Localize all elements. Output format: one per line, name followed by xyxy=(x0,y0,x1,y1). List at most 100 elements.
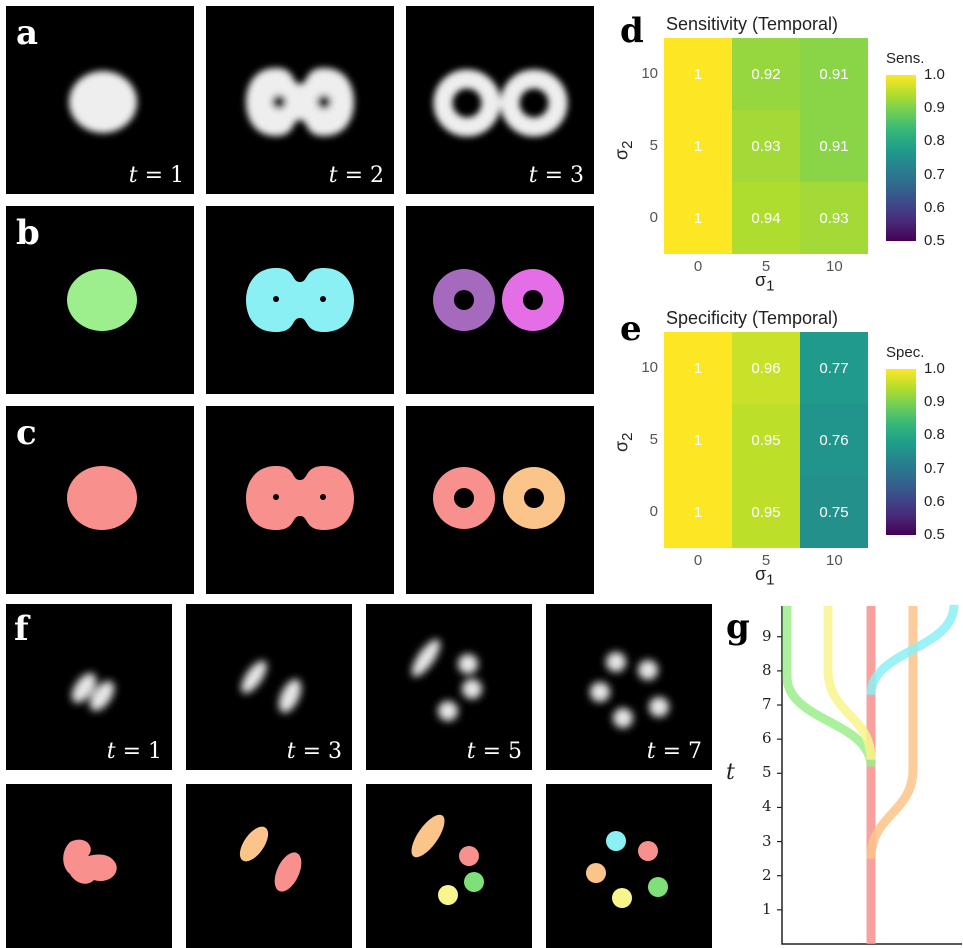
chart-title-sensitivity: Sensitivity (Temporal) xyxy=(666,14,839,34)
lineage-branch xyxy=(866,604,959,696)
lineage-branch xyxy=(866,606,918,859)
legend-title-spec: Spec. xyxy=(886,344,925,361)
y-tick-label: 7 xyxy=(762,695,772,713)
x-axis-label-sigma1: σ1 xyxy=(755,564,775,589)
y-tick-label: 5 xyxy=(649,431,658,448)
ring-image xyxy=(433,69,568,137)
x-tick-label: 10 xyxy=(826,552,843,569)
heatmap-cell: 0.93 xyxy=(800,182,868,254)
segmentation-mask xyxy=(433,269,564,331)
panel-f-raw-4: t = 7 xyxy=(546,604,712,770)
panel-c-frame-2 xyxy=(206,406,394,594)
heatmap-cell: 1 xyxy=(664,476,732,548)
cell-image xyxy=(241,660,302,713)
time-label: t = 7 xyxy=(646,739,702,764)
panel-label-b: b xyxy=(16,213,40,253)
heatmap-cell: 0.94 xyxy=(732,182,800,254)
tracked-mask xyxy=(67,466,137,530)
lineage-axis xyxy=(781,606,962,945)
heatmap-cell: 1 xyxy=(664,110,732,182)
y-axis-label-sigma2: σ2 xyxy=(611,140,637,161)
tracked-mask xyxy=(433,467,565,529)
colorbar-tick-label: 0.9 xyxy=(924,393,945,411)
heatmap-cell: 0.96 xyxy=(732,332,800,404)
y-tick-label: 6 xyxy=(762,729,772,748)
blob-image xyxy=(69,71,137,133)
colorbar-tick-label: 0.6 xyxy=(924,492,945,510)
colorbar-tick-label: 0.7 xyxy=(924,165,945,183)
panel-c-frame-1: c xyxy=(6,406,194,594)
time-label: t = 3 xyxy=(286,739,342,764)
time-label: t = 5 xyxy=(466,739,522,764)
cell-image xyxy=(590,652,669,728)
y-tick-label: 5 xyxy=(649,137,658,154)
heatmap-cell: 0.76 xyxy=(800,404,868,476)
y-tick-label: 9 xyxy=(762,626,772,645)
y-axis-label-sigma2: σ2 xyxy=(611,432,637,453)
cell-image xyxy=(411,639,482,721)
panel-b-frame-3 xyxy=(406,206,594,394)
y-tick-label: 3 xyxy=(762,831,772,850)
panel-label-d: d xyxy=(620,11,644,51)
colorbar-tick-label: 0.5 xyxy=(924,232,945,249)
colorbar-tick-label: 0.6 xyxy=(924,198,945,216)
y-tick-label: 0 xyxy=(649,209,658,226)
specificity-heatmap: 1 0.95 0.75 1 0.95 0.76 1 0.96 0.77 xyxy=(664,332,868,548)
colorbar-tick-label: 0.8 xyxy=(924,132,945,150)
chart-title-specificity: Specificity (Temporal) xyxy=(666,308,839,328)
time-label: t = 1 xyxy=(128,163,184,188)
panel-f-mask-2 xyxy=(186,784,352,948)
heatmap-cell: 1 xyxy=(664,38,732,110)
y-tick-label: 0 xyxy=(649,503,658,520)
sensitivity-heatmap: 1 0.94 0.93 1 0.93 0.91 1 0.92 0.91 xyxy=(664,38,868,254)
panel-a-frame-2: t = 2 xyxy=(206,6,394,194)
blob-image xyxy=(246,68,354,136)
y-tick-label: 4 xyxy=(762,797,772,816)
heatmap-cell: 1 xyxy=(664,332,732,404)
heatmap-cell: 0.75 xyxy=(800,476,868,548)
panel-label-a: a xyxy=(16,13,39,53)
heatmap-cell: 0.77 xyxy=(800,332,868,404)
legend-title-sens: Sens. xyxy=(886,50,925,67)
colorbar-sens xyxy=(886,75,916,241)
heatmap-cell: 0.92 xyxy=(732,38,800,110)
heatmap-cell: 0.93 xyxy=(732,110,800,182)
panel-a-frame-3: t = 3 xyxy=(406,6,594,194)
x-tick-label: 5 xyxy=(761,258,771,275)
x-tick-label: 10 xyxy=(826,258,843,275)
y-tick-label: 1 xyxy=(762,899,772,918)
y-tick-label: 5 xyxy=(762,763,772,782)
y-tick-label: 8 xyxy=(762,660,772,679)
heatmap-cell: 1 xyxy=(664,404,732,476)
x-tick-label: 5 xyxy=(761,552,771,569)
x-tick-label: 0 xyxy=(693,258,703,275)
panel-b-frame-1: b xyxy=(6,206,194,394)
panel-f-mask-3 xyxy=(366,784,532,948)
colorbar-spec xyxy=(886,369,916,535)
colorbar-tick-label: 1.0 xyxy=(924,66,945,83)
time-label: t = 1 xyxy=(106,739,162,764)
x-tick-label: 0 xyxy=(693,552,703,569)
heatmap-cell: 0.91 xyxy=(800,110,868,182)
tracked-mask xyxy=(411,814,484,905)
tracked-mask xyxy=(586,831,668,908)
lineage-branch xyxy=(782,606,876,767)
heatmap-cell: 1 xyxy=(664,182,732,254)
panel-b-frame-2 xyxy=(206,206,394,394)
segmentation-mask xyxy=(246,268,354,332)
colorbar-tick-label: 0.5 xyxy=(924,526,945,543)
panel-f-raw-3: t = 5 xyxy=(366,604,532,770)
colorbar-tick-label: 1.0 xyxy=(924,360,945,377)
y-axis-label-t: t xyxy=(726,760,735,785)
panel-f-mask-4 xyxy=(546,784,712,948)
heatmap-cell: 0.95 xyxy=(732,404,800,476)
panel-f-mask-1 xyxy=(6,784,172,948)
lineage-branch xyxy=(823,606,876,760)
heatmap-cell: 0.91 xyxy=(800,38,868,110)
panel-a-frame-1: a t = 1 xyxy=(6,6,194,194)
x-axis-label-sigma1: σ1 xyxy=(755,270,775,295)
panel-label-f: f xyxy=(14,609,29,649)
tracked-mask xyxy=(63,839,117,884)
y-tick-label: 10 xyxy=(641,359,658,376)
y-tick-label: 2 xyxy=(762,865,772,884)
